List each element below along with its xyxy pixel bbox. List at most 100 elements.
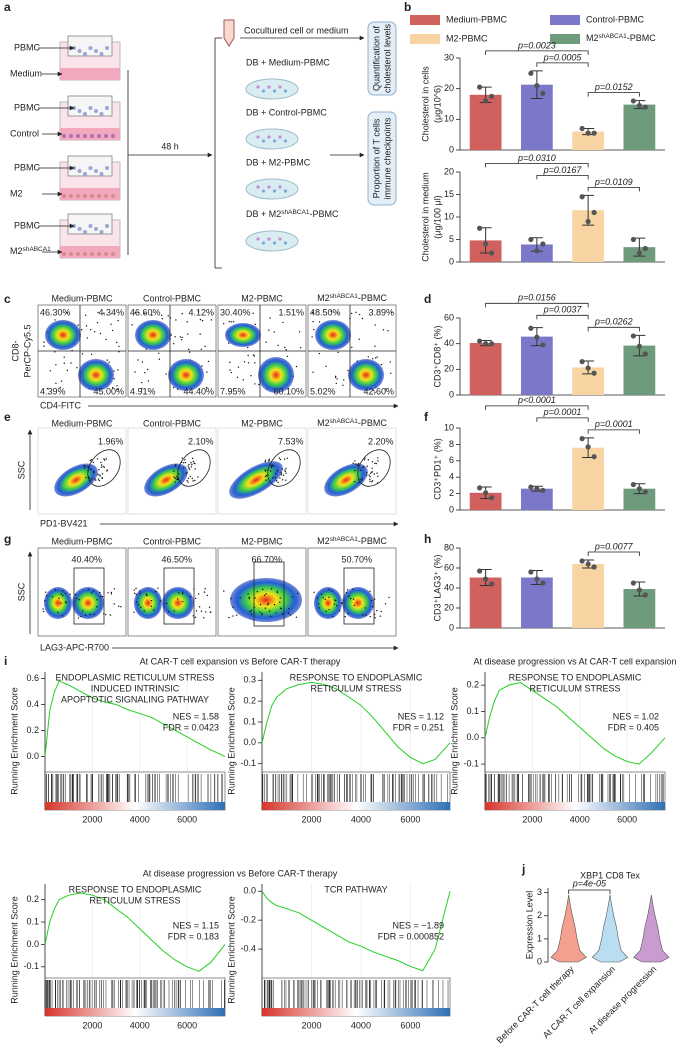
event [275, 612, 277, 614]
event [317, 603, 320, 605]
quadrant-label: 45.00% [93, 386, 124, 396]
event [115, 341, 118, 344]
tube-label: M2 [10, 188, 23, 198]
significance-bracket [485, 302, 589, 308]
event [325, 610, 327, 612]
event [91, 477, 93, 480]
data-point [483, 341, 489, 347]
y-tick-label: 0.1 [243, 716, 256, 726]
event [247, 593, 249, 595]
event [113, 588, 116, 590]
legend-label: M2shABCA1-PBMC [586, 33, 656, 44]
y-axis-label: Cholesterol in cells [420, 66, 430, 142]
dish-label: DB + M2shABCA1-PBMC [246, 209, 339, 220]
data-point [585, 444, 591, 450]
y-axis-label: Expression Level [524, 891, 534, 960]
event [89, 479, 92, 481]
gate [73, 567, 105, 625]
gene-set-title: RESPONSE TO ENDOPLASMIC [290, 672, 423, 682]
event [376, 472, 378, 474]
event [280, 471, 282, 474]
event [60, 380, 63, 382]
macrophage [69, 134, 73, 138]
data-point [591, 209, 597, 216]
data-point [642, 351, 648, 357]
event [275, 472, 277, 475]
event [374, 324, 376, 326]
x-tick-label: 6000 [177, 1020, 197, 1030]
cell [83, 112, 87, 116]
event [105, 458, 107, 460]
event [334, 375, 337, 378]
event [282, 474, 285, 476]
event [155, 590, 157, 593]
y-tick-label: -0.1 [463, 758, 479, 768]
x-axis-label: CD4-FITC [40, 400, 81, 410]
gene-set-title: RETICULUM STRESS [310, 683, 401, 693]
y-tick-label: 1 [537, 933, 542, 943]
event [181, 339, 183, 341]
event [262, 588, 264, 591]
event [223, 590, 225, 592]
event [370, 599, 373, 602]
enrichment-curve [261, 890, 451, 972]
data-point [483, 98, 489, 104]
event [377, 460, 379, 462]
event [146, 368, 149, 371]
data-point [540, 241, 546, 247]
event [113, 378, 115, 380]
macrophage [104, 194, 108, 198]
event [366, 472, 368, 474]
x-tick-label: Before CAR-T cell therapy [495, 964, 577, 1046]
event [93, 331, 96, 333]
cell [99, 230, 104, 234]
event [264, 607, 267, 609]
event [59, 386, 61, 389]
event [350, 312, 353, 315]
data-point [591, 454, 597, 460]
gate-label: 66.70% [251, 554, 282, 564]
data-point [636, 250, 642, 256]
y-tick-label: 0.2 [466, 680, 479, 690]
event [203, 617, 205, 619]
y-tick-label: 80 [444, 542, 454, 552]
bar [520, 336, 553, 395]
event [176, 478, 178, 481]
event [143, 610, 145, 612]
event [273, 604, 276, 606]
gate [357, 449, 391, 487]
p-value: p=0.0077 [594, 541, 634, 551]
p-value: p=0.0001 [543, 407, 582, 417]
event [371, 461, 374, 463]
event [273, 331, 275, 333]
event [279, 477, 281, 479]
gate [87, 449, 121, 487]
gene-set-title: TCR PATHWAY [324, 884, 387, 894]
event [228, 616, 230, 619]
p-value: p=0.0109 [594, 177, 633, 187]
event [357, 464, 360, 466]
significance-bracket [536, 314, 589, 320]
data-point [528, 236, 534, 243]
event [265, 479, 267, 481]
event [46, 595, 48, 597]
event [96, 458, 99, 460]
event [97, 474, 99, 476]
event [321, 593, 323, 596]
event [110, 591, 113, 594]
event [334, 599, 337, 602]
data-point [579, 558, 585, 564]
event [346, 589, 349, 591]
data-point [636, 486, 642, 492]
event [311, 336, 313, 338]
event [354, 460, 356, 462]
event [189, 596, 192, 598]
event [325, 365, 327, 367]
event [137, 311, 139, 314]
event [382, 329, 385, 331]
event [194, 597, 197, 600]
medium [60, 188, 120, 200]
event [173, 470, 175, 472]
event [352, 588, 354, 590]
transfer-label: Cocultured cell or medium [244, 25, 349, 35]
